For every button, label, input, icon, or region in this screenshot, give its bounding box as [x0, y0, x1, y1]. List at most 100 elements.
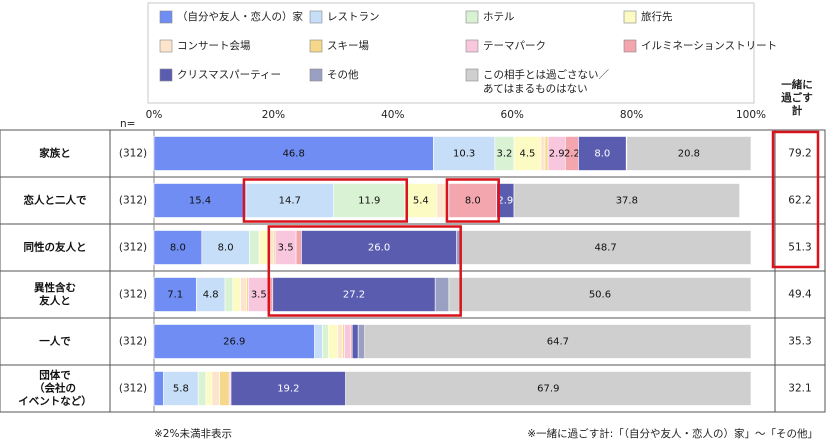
data-label: 26.9	[223, 337, 245, 348]
highlight-box	[267, 225, 462, 317]
row-total-label: 35.3	[788, 336, 811, 348]
data-label: 26.0	[368, 243, 390, 254]
legend-swatch	[159, 39, 173, 53]
bar-segment	[344, 324, 351, 359]
bar-segment	[301, 230, 457, 265]
legend-item: その他	[309, 68, 359, 82]
row-n-label: (312)	[119, 289, 147, 301]
bar-segment	[314, 324, 323, 359]
legend-label-line: この相手とは過ごさない／	[483, 68, 609, 81]
footnote-right: ※一緒に過ごす計:「（自分や友人・恋人の）家」～「その他」	[527, 427, 818, 440]
row-total-label: 62.2	[788, 195, 811, 207]
legend-item: クリスマスパーティー	[159, 68, 281, 82]
data-label: 3.2	[496, 149, 512, 160]
legend-swatch	[309, 68, 323, 82]
legend-label-line: レストラン	[327, 11, 380, 23]
total-header-line: 計	[792, 104, 803, 117]
x-tick-label: 40%	[381, 109, 404, 121]
legend-item: スキー場	[309, 39, 369, 53]
bar-segment	[357, 324, 366, 359]
legend-swatch	[623, 10, 637, 24]
bar-segment	[245, 183, 334, 218]
bar-segment	[249, 230, 260, 265]
row-category-label-line: （会社の	[34, 382, 76, 395]
x-tick-label: 80%	[620, 109, 643, 121]
data-label: 19.2	[277, 384, 299, 395]
bar-segment	[404, 183, 438, 218]
bar-segment	[201, 230, 250, 265]
legend-swatch	[309, 39, 323, 53]
bar-segment	[433, 136, 496, 171]
row-category-label: 恋人と二人で	[24, 194, 87, 207]
data-label: 10.3	[453, 149, 475, 160]
footnote-left: ※2%未満非表示	[154, 427, 232, 440]
legend-item: イルミネーションストリート	[623, 39, 777, 53]
legend-item: この相手とは過ごさない／ あてはまるものはない	[465, 68, 609, 95]
legend-label: クリスマスパーティー	[177, 69, 281, 81]
legend-label-line: その他	[327, 68, 359, 81]
chart-row: 一人で (312) 35.3 26.9 64.7	[39, 324, 812, 359]
row-n-label: (312)	[119, 336, 147, 348]
row-category-label: 一人で	[39, 335, 71, 348]
row-total-label: 49.4	[788, 289, 812, 301]
bar-segment	[436, 183, 445, 218]
highlight-box	[771, 130, 820, 269]
bar-segment	[513, 136, 542, 171]
bar-segment	[230, 371, 346, 406]
data-label: 67.9	[537, 384, 559, 395]
data-label: 8.0	[218, 243, 234, 254]
data-label: 8.0	[594, 149, 610, 160]
data-label: 14.7	[279, 196, 301, 207]
legend-label-line: スキー場	[327, 39, 369, 52]
bar-segment	[232, 277, 241, 312]
bar-segment	[211, 371, 220, 406]
legend-label-line: イルミネーションストリート	[641, 40, 777, 52]
bar-segment	[153, 183, 247, 218]
row-n-label: (312)	[119, 383, 147, 395]
row-category-label-line: 一人で	[39, 335, 71, 348]
bar-segment	[626, 136, 752, 171]
legend-label: スキー場	[327, 39, 369, 52]
bar-segment	[153, 277, 197, 312]
legend-label: 旅行先	[641, 10, 673, 23]
row-n-label: (312)	[119, 242, 147, 254]
row-category-label: 家族と	[39, 147, 71, 160]
legend-item: コンサート会場	[159, 39, 251, 53]
x-tick-label: 20%	[262, 109, 285, 121]
chart-row: 恋人と二人で (312) 62.2 15.4 14.7 11.9 5.4 8.0 2.9 37.8	[24, 183, 812, 218]
bar-segment	[448, 183, 497, 218]
data-label: 37.8	[616, 196, 638, 207]
data-label: 50.6	[589, 290, 611, 301]
legend-item: テーマパーク	[465, 39, 546, 53]
data-label: 15.4	[189, 196, 211, 207]
legend-item: レストラン	[309, 10, 380, 24]
data-label: 4.5	[519, 149, 535, 160]
data-label: 3.5	[251, 290, 267, 301]
chart-row: 同性の友人と (312) 51.3 8.0 8.0 3.5 26.0 48.7	[24, 230, 812, 265]
data-label: 2.2	[564, 149, 580, 160]
row-total-label: 32.1	[788, 383, 811, 395]
data-label: 8.0	[465, 196, 481, 207]
bar-segment	[351, 324, 359, 359]
bar-segment	[448, 277, 752, 312]
data-label: 48.7	[594, 243, 616, 254]
footnotes: ※2%未満非表示 ※一緒に過ごす計:「（自分や友人・恋人の）家」～「その他」	[154, 427, 818, 440]
bar-segment	[544, 136, 549, 171]
chart-row: 家族と (312) 79.2 46.8 10.3 3.2 4.5 2.9 2.2 8.0 20.8	[39, 136, 812, 171]
legend-label: この相手とは過ごさない／ あてはまるものはない	[483, 68, 609, 95]
legend-label-line: 旅行先	[641, 10, 673, 23]
bar-segment	[153, 230, 203, 265]
data-label: 11.9	[358, 196, 380, 207]
bar-segment	[459, 230, 752, 265]
legend-label: （自分や友人・恋人の）家	[177, 10, 303, 23]
row-category-label-line: 恋人と二人で	[24, 194, 87, 207]
bar-segment	[434, 277, 450, 312]
legend-frame	[147, 2, 755, 104]
row-category-label-line: イベントなど）	[18, 395, 92, 408]
row-category-label-line: 異性含む	[34, 281, 76, 294]
data-label: 5.8	[173, 384, 189, 395]
legend-swatch	[309, 10, 323, 24]
